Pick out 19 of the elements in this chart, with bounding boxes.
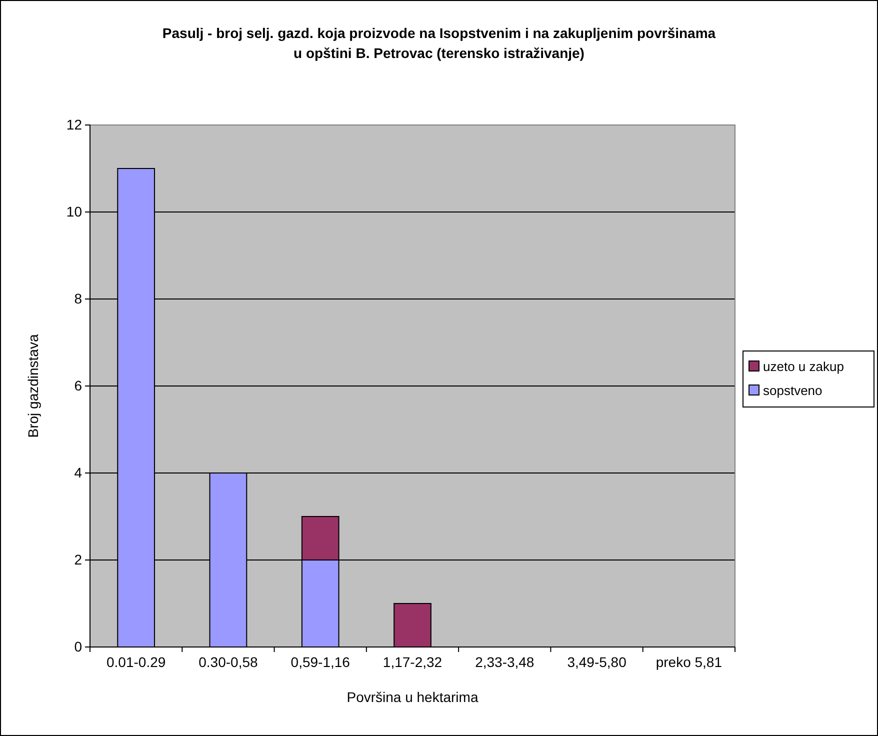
x-tick-label: preko 5,81: [656, 654, 722, 670]
x-tick-label: 0.30-0,58: [198, 654, 258, 670]
x-tick-label: 3,49-5,80: [567, 654, 627, 670]
y-tick-label: 2: [74, 551, 82, 568]
y-tick-label: 10: [66, 203, 82, 220]
x-tick-label: 2,33-3,48: [475, 654, 534, 670]
legend-label: uzeto u zakup: [763, 359, 844, 374]
x-axis-title: Površina u hektarima: [346, 689, 478, 705]
x-tick-label: 0,59-1,16: [290, 654, 350, 670]
x-tick-label: 0.01-0.29: [106, 654, 166, 670]
x-tick-label: 1,17-2,32: [382, 654, 442, 670]
y-tick-label: 0: [74, 638, 82, 654]
legend-label: sopstveno: [763, 383, 822, 398]
y-tick-label: 8: [74, 290, 82, 306]
y-axis-title: Broj gazdinstava: [25, 334, 41, 438]
y-tick-label: 6: [74, 377, 82, 394]
y-tick-label: 4: [74, 464, 82, 480]
y-tick-label: 12: [66, 116, 82, 132]
chart-title: Pasulj - broj selj. gazd. koja proizvode na Isopstvenim i na zakupljenim površinama u opštini B. Petrovac (terensko istraživanje): [162, 25, 716, 61]
